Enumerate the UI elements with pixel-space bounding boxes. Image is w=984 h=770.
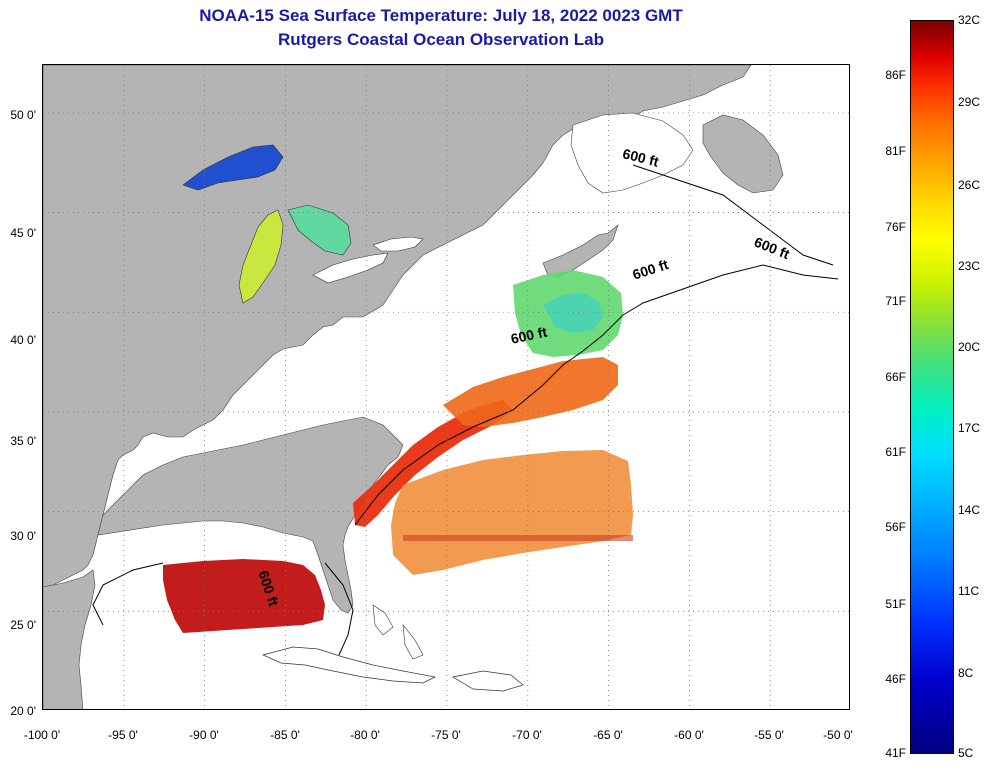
colorbar-fahrenheit-label: 81F [885, 144, 906, 158]
sst-gulf-of-mexico [163, 559, 325, 633]
lake-ontario [372, 236, 424, 252]
map-subtitle: Rutgers Coastal Ocean Observation Lab [278, 30, 604, 49]
x-tick-label: -90 0' [189, 728, 219, 742]
colorbar-celsius-label: 23C [958, 259, 981, 273]
temperature-colorbar [910, 20, 954, 754]
land-cuba [261, 646, 437, 684]
colorbar-fahrenheit-label: 76F [885, 220, 906, 234]
sst-atlantic-south [391, 450, 633, 575]
x-tick-label: -65 0' [593, 728, 623, 742]
x-tick-label: -55 0' [754, 728, 784, 742]
colorbar-celsius-label: 8C [958, 666, 974, 680]
colorbar-celsius-label: 11C [958, 584, 980, 598]
y-tick-label: 35 0' [10, 434, 36, 448]
colorbar-fahrenheit-label: 56F [885, 520, 906, 534]
colorbar-fahrenheit-label: 66F [885, 370, 906, 384]
x-tick-label: -50 0' [823, 728, 853, 742]
sst-map-canvas [43, 65, 849, 709]
y-tick-label: 45 0' [10, 226, 36, 240]
colorbar-fahrenheit-label: 51F [885, 597, 906, 611]
x-tick-label: -70 0' [512, 728, 542, 742]
colorbar-celsius-label: 20C [958, 340, 981, 354]
colorbar-fahrenheit-label: 71F [885, 294, 906, 308]
sst-data-layer [163, 270, 633, 633]
colorbar-celsius-label: 5C [958, 746, 974, 760]
colorbar-fahrenheit-label: 61F [885, 445, 906, 459]
y-tick-label: 30 0' [10, 529, 36, 543]
sst-swath-edge [403, 535, 633, 541]
y-tick-label: 20 0' [10, 704, 36, 718]
land-mexico [43, 569, 96, 709]
land-hispaniola [452, 670, 524, 692]
colorbar-celsius-label: 32C [958, 13, 981, 27]
lake-huron [287, 204, 352, 256]
lake-michigan [238, 209, 284, 304]
colorbar-celsius-label: 17C [958, 421, 981, 435]
y-tick-label: 40 0' [10, 333, 36, 347]
y-tick-label: 50 0' [10, 108, 36, 122]
lake-erie [312, 252, 389, 284]
colorbar-celsius-label: 26C [958, 178, 981, 192]
sst-southeast-coast [353, 400, 513, 527]
colorbar-celsius-label: 29C [958, 95, 981, 109]
y-tick-label: 25 0' [10, 618, 36, 632]
colorbar-fahrenheit-label: 46F [885, 672, 906, 686]
colorbar-celsius-label: 14C [958, 503, 981, 517]
isobath-600ft [92, 164, 839, 656]
sst-map: 600 ft 600 ft 600 ft 600 ft 600 ft [42, 64, 850, 710]
sst-scotian-shelf [543, 293, 603, 333]
x-tick-label: -60 0' [674, 728, 704, 742]
x-tick-label: -80 0' [350, 728, 380, 742]
land-newfoundland [702, 114, 784, 194]
x-tick-label: -100 0' [23, 728, 61, 742]
x-tick-label: -95 0' [108, 728, 138, 742]
colorbar-fahrenheit-label: 41F [885, 746, 906, 760]
sst-mid-atlantic [443, 357, 618, 427]
map-title: NOAA-15 Sea Surface Temperature: July 18… [199, 6, 683, 25]
x-tick-label: -85 0' [270, 728, 300, 742]
x-tick-label: -75 0' [431, 728, 461, 742]
lake-superior [182, 144, 284, 191]
colorbar-fahrenheit-label: 86F [885, 68, 906, 82]
